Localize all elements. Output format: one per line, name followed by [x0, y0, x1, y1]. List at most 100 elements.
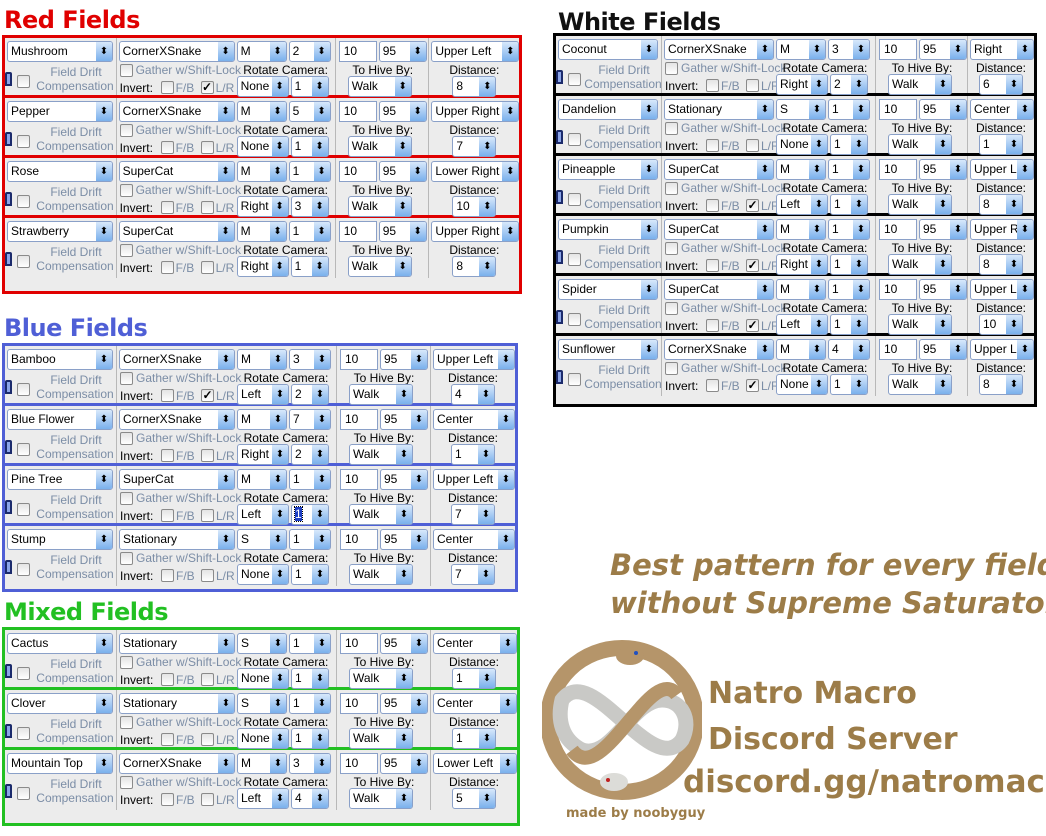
gather-time-input[interactable]: 10	[340, 753, 378, 774]
reps-select[interactable]: 2 ⬍	[288, 41, 331, 62]
pack-percent-select[interactable]: 95 ⬍	[919, 99, 967, 120]
invert-fb-checkbox[interactable]	[706, 79, 719, 92]
rotate-count-select[interactable]: 1 ⬍	[830, 374, 868, 395]
lock-icon[interactable]	[5, 560, 12, 574]
to-hive-method-select[interactable]: Walk ⬍	[349, 504, 413, 525]
gather-shift-lock-checkbox[interactable]	[119, 244, 133, 257]
return-position-select[interactable]: Lower Right ⬍	[431, 161, 520, 182]
reps-select[interactable]: 1 ⬍	[289, 529, 331, 550]
reps-select[interactable]: 1 ⬍	[288, 221, 331, 242]
pack-percent-select[interactable]: 95 ⬍	[378, 101, 427, 122]
gather-shift-lock-checkbox[interactable]	[120, 492, 133, 505]
invert-fb-checkbox[interactable]	[160, 141, 174, 154]
gather-shift-lock-checkbox[interactable]	[120, 552, 133, 565]
invert-fb-checkbox[interactable]	[161, 793, 174, 806]
return-position-select[interactable]: Center ⬍	[433, 633, 517, 654]
size-select[interactable]: M ⬍	[237, 469, 287, 490]
pack-percent-select[interactable]: 95 ⬍	[380, 529, 428, 550]
rotate-direction-select[interactable]: None ⬍	[237, 668, 289, 689]
rotate-direction-select[interactable]: Left ⬍	[776, 194, 828, 215]
lock-icon[interactable]	[5, 252, 12, 266]
invert-lr-checkbox[interactable]: ✓	[200, 81, 214, 94]
field-drift-checkbox[interactable]	[17, 503, 30, 516]
return-position-select[interactable]: Center ⬍	[970, 99, 1034, 120]
field-drift-checkbox[interactable]	[568, 373, 581, 386]
distance-select[interactable]: 1 ⬍	[452, 728, 496, 749]
pack-percent-select[interactable]: 95 ⬍	[378, 161, 427, 182]
distance-select[interactable]: 7 ⬍	[451, 504, 495, 525]
invert-lr-checkbox[interactable]: ✓	[746, 379, 759, 392]
field-drift-checkbox[interactable]	[17, 195, 30, 208]
distance-select[interactable]: 4 ⬍	[451, 384, 495, 405]
lock-icon[interactable]	[5, 440, 12, 454]
gather-shift-lock-checkbox[interactable]	[665, 242, 678, 255]
invert-fb-checkbox[interactable]	[161, 733, 174, 746]
return-position-select[interactable]: Upper Left ⬍	[431, 41, 520, 62]
to-hive-method-select[interactable]: Walk ⬍	[349, 788, 413, 809]
field-select[interactable]: Rose ⬍	[7, 161, 113, 182]
field-drift-checkbox[interactable]	[568, 253, 581, 266]
field-drift-checkbox[interactable]	[17, 255, 30, 268]
size-select[interactable]: M ⬍	[236, 221, 287, 242]
field-drift-checkbox[interactable]	[17, 727, 30, 740]
size-select[interactable]: M ⬍	[237, 753, 287, 774]
invert-fb-checkbox[interactable]	[160, 81, 174, 94]
distance-select[interactable]: 8 ⬍	[979, 374, 1023, 395]
pack-percent-select[interactable]: 95 ⬍	[378, 221, 427, 242]
rotate-direction-select[interactable]: None ⬍	[236, 76, 289, 97]
pattern-select[interactable]: SuperCat ⬍	[664, 159, 774, 180]
rotate-count-select[interactable]: 2 ⬍	[830, 74, 868, 95]
pack-percent-select[interactable]: 95 ⬍	[380, 753, 428, 774]
distance-select[interactable]: 1 ⬍	[979, 134, 1023, 155]
to-hive-method-select[interactable]: Walk ⬍	[888, 74, 952, 95]
field-select[interactable]: Cactus ⬍	[7, 633, 113, 654]
pack-percent-select[interactable]: 95 ⬍	[380, 409, 428, 430]
lock-icon[interactable]	[5, 192, 12, 206]
to-hive-method-select[interactable]: Walk ⬍	[349, 444, 413, 465]
lock-icon[interactable]	[556, 190, 563, 204]
reps-select[interactable]: 3 ⬍	[289, 753, 331, 774]
rotate-count-select[interactable]: 1 ⬍	[290, 136, 329, 157]
field-select[interactable]: Clover ⬍	[7, 693, 113, 714]
distance-select[interactable]: 1 ⬍	[451, 444, 495, 465]
invert-fb-checkbox[interactable]	[161, 509, 174, 522]
invert-fb-checkbox[interactable]	[161, 569, 174, 582]
invert-lr-checkbox[interactable]: ✓	[746, 199, 759, 212]
rotate-direction-select[interactable]: Right ⬍	[776, 74, 828, 95]
to-hive-method-select[interactable]: Walk ⬍	[349, 564, 413, 585]
to-hive-method-select[interactable]: Walk ⬍	[888, 134, 952, 155]
reps-select[interactable]: 5 ⬍	[288, 101, 331, 122]
gather-shift-lock-checkbox[interactable]	[665, 182, 678, 195]
gather-time-input[interactable]: 10	[879, 159, 917, 180]
gather-time-input[interactable]: 10	[340, 469, 378, 490]
gather-shift-lock-checkbox[interactable]	[120, 372, 133, 385]
return-position-select[interactable]: Center ⬍	[433, 529, 515, 550]
return-position-select[interactable]: Upper Right ⬍	[970, 219, 1034, 240]
lock-icon[interactable]	[5, 380, 12, 394]
field-drift-checkbox[interactable]	[568, 133, 581, 146]
invert-lr-checkbox[interactable]	[201, 449, 214, 462]
pattern-select[interactable]: Stationary ⬍	[664, 99, 774, 120]
invert-lr-checkbox[interactable]: ✓	[746, 319, 759, 332]
gather-shift-lock-checkbox[interactable]	[119, 124, 133, 137]
field-drift-checkbox[interactable]	[17, 75, 30, 88]
rotate-direction-select[interactable]: None ⬍	[236, 136, 289, 157]
rotate-direction-select[interactable]: Right ⬍	[237, 444, 289, 465]
field-drift-checkbox[interactable]	[17, 383, 30, 396]
size-select[interactable]: S ⬍	[776, 99, 826, 120]
rotate-count-select[interactable]: 1 ⬍	[291, 504, 329, 525]
field-drift-checkbox[interactable]	[17, 135, 30, 148]
pattern-select[interactable]: SuperCat ⬍	[664, 219, 774, 240]
to-hive-method-select[interactable]: Walk ⬍	[347, 196, 412, 217]
reps-select[interactable]: 1 ⬍	[289, 633, 331, 654]
rotate-count-select[interactable]: 2 ⬍	[291, 444, 329, 465]
distance-select[interactable]: 7 ⬍	[452, 136, 497, 157]
field-select[interactable]: Mushroom ⬍	[7, 41, 113, 62]
distance-select[interactable]: 10 ⬍	[452, 196, 497, 217]
gather-shift-lock-checkbox[interactable]	[665, 122, 678, 135]
to-hive-method-select[interactable]: Walk ⬍	[888, 194, 952, 215]
size-select[interactable]: M ⬍	[776, 339, 826, 360]
rotate-count-select[interactable]: 1 ⬍	[830, 314, 868, 335]
return-position-select[interactable]: Upper Left ⬍	[970, 279, 1034, 300]
return-position-select[interactable]: Upper Right ⬍	[431, 221, 520, 242]
